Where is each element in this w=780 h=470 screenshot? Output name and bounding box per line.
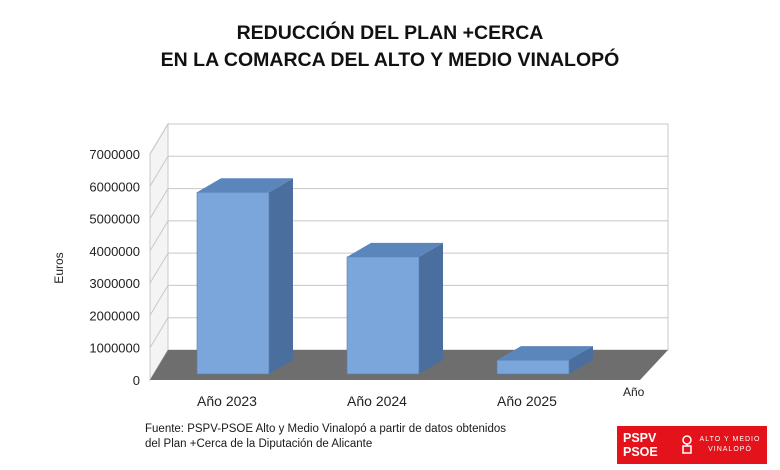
x-tick-label: Año 2023 bbox=[197, 393, 257, 409]
bar-side bbox=[269, 178, 293, 374]
bar-top bbox=[347, 242, 443, 257]
logo-party-name: PSPV PSOE bbox=[617, 431, 675, 459]
y-axis-label: Euros bbox=[52, 252, 66, 283]
bar-side bbox=[569, 346, 593, 374]
gridline bbox=[149, 123, 668, 155]
source-note: Fuente: PSPV-PSOE Alto y Medio Vinalopó … bbox=[145, 422, 506, 452]
y-tick-label: 3000000 bbox=[89, 276, 140, 291]
gridline bbox=[149, 284, 668, 316]
source-line-2: del Plan +Cerca de la Diputación de Alic… bbox=[145, 438, 373, 450]
y-tick-label: 0 bbox=[133, 373, 140, 388]
y-tick-label: 2000000 bbox=[89, 308, 140, 323]
gridline bbox=[149, 252, 668, 284]
x-axis-label: Año bbox=[623, 385, 645, 399]
bar bbox=[196, 191, 270, 375]
source-line-1: Fuente: PSPV-PSOE Alto y Medio Vinalopó … bbox=[145, 423, 506, 435]
logo-region: ALTO Y MEDIO VINALOPÓ bbox=[699, 435, 767, 455]
gridline bbox=[149, 188, 668, 219]
gridline bbox=[149, 220, 668, 252]
y-tick-label: 4000000 bbox=[89, 244, 140, 259]
chart-title-line-1: REDUCCIÓN DEL PLAN +CERCA bbox=[236, 22, 544, 44]
logo-party-line-1: PSPV bbox=[623, 431, 657, 445]
y-tick-label: 6000000 bbox=[89, 179, 140, 194]
x-tick-label: Año 2024 bbox=[347, 393, 407, 409]
logo-party-line-2: PSOE bbox=[623, 445, 658, 459]
pspv-psoe-logo: PSPV PSOE ALTO Y MEDIO VINALOPÓ bbox=[617, 426, 767, 464]
y-tick-label: 1000000 bbox=[89, 341, 140, 356]
chart-title-line-2: EN LA COMARCA DEL ALTO Y MEDIO VINALOPÓ bbox=[160, 49, 620, 71]
chart-side-wall bbox=[149, 122, 169, 382]
gridline bbox=[149, 317, 668, 348]
chart-title: REDUCCIÓN DEL PLAN +CERCA EN LA COMARCA … bbox=[0, 20, 780, 74]
bar bbox=[496, 359, 570, 375]
bar bbox=[346, 256, 420, 375]
bar-side bbox=[419, 242, 443, 374]
y-tick-label: 5000000 bbox=[89, 212, 140, 227]
x-tick-label: Año 2025 bbox=[497, 393, 557, 409]
logo-region-line-2: VINALOPÓ bbox=[708, 446, 752, 453]
bar-top bbox=[497, 346, 593, 361]
y-tick-label: 7000000 bbox=[89, 147, 140, 162]
logo-region-line-1: ALTO Y MEDIO bbox=[699, 436, 761, 443]
gridline bbox=[149, 155, 668, 187]
bar-top bbox=[197, 178, 293, 193]
rose-fist-icon bbox=[682, 435, 692, 454]
